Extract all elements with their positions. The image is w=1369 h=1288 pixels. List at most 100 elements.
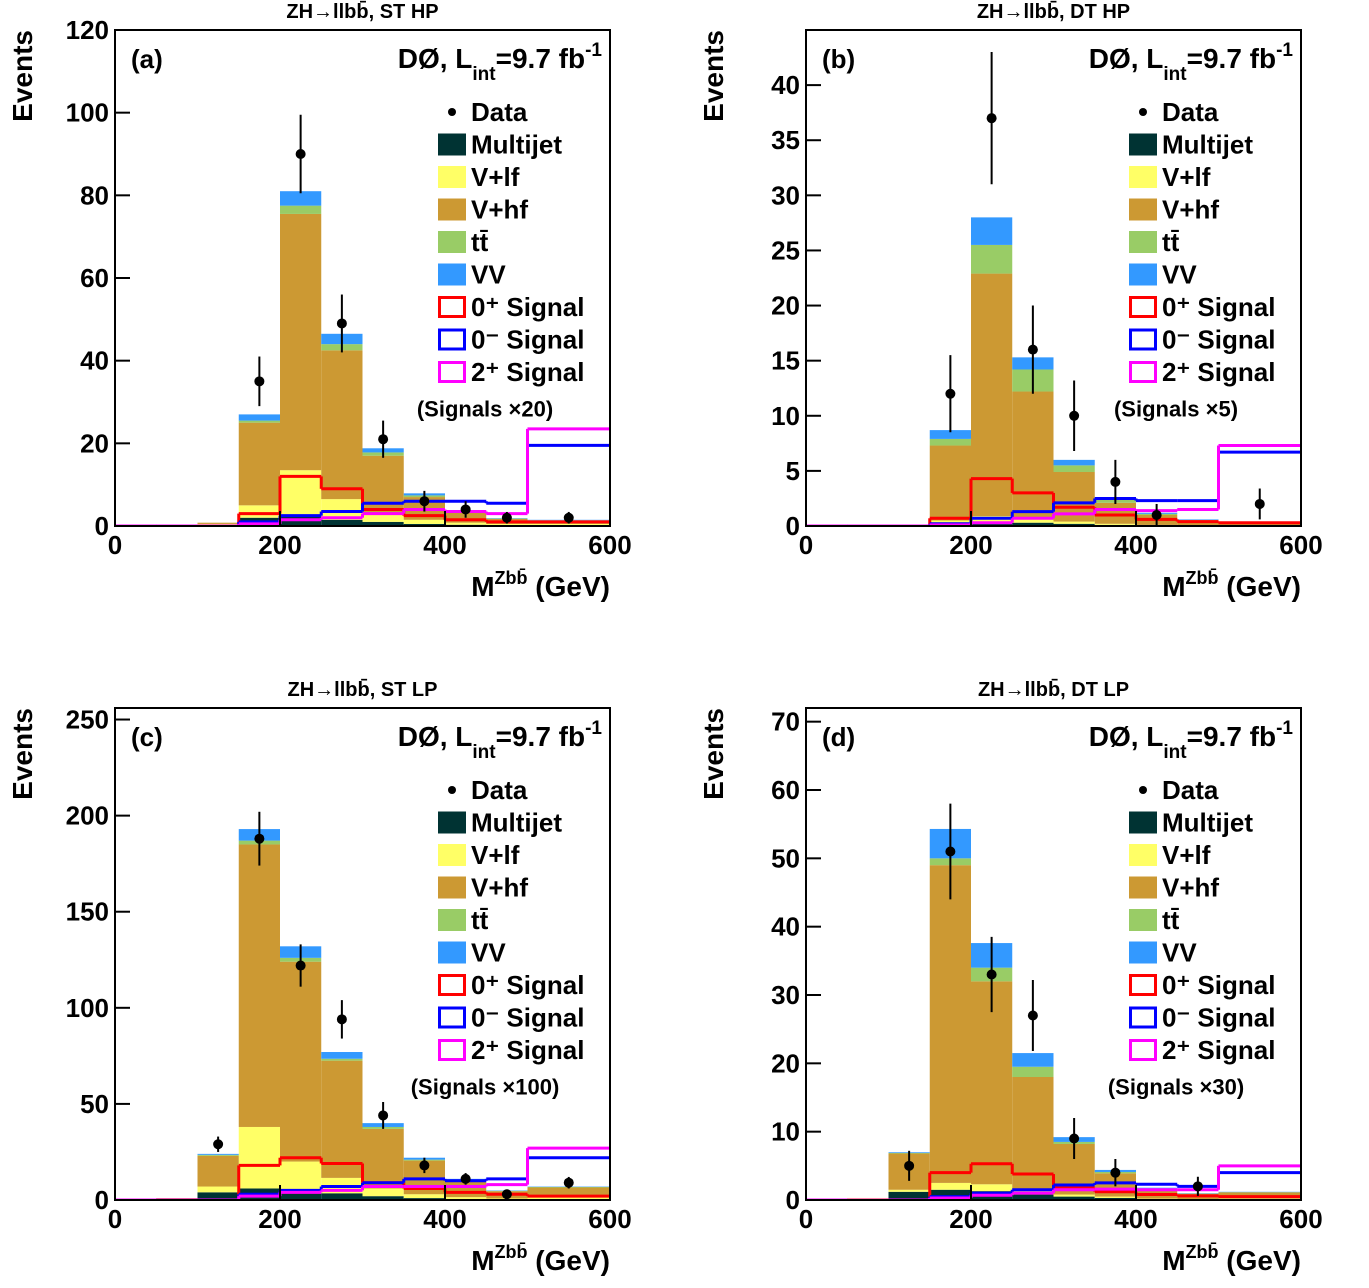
legend-swatch: [440, 1041, 465, 1060]
stack-bar: [486, 524, 527, 525]
panel-label: (a): [131, 44, 163, 74]
stack-bar: [971, 217, 1012, 245]
stack-bar: [889, 1190, 930, 1192]
data-point: [502, 513, 512, 523]
x-tick-label: 400: [423, 530, 466, 560]
signal-scale-note: (Signals ×30): [1108, 1075, 1244, 1100]
legend-swatch: [1129, 134, 1157, 156]
stack-bar: [404, 1194, 445, 1198]
data-point: [461, 1174, 471, 1184]
legend-swatch: [438, 812, 466, 834]
stack-bar: [198, 1156, 239, 1187]
legend-label: 0⁻ Signal: [1162, 325, 1275, 355]
stack-bar: [1054, 460, 1095, 466]
legend-label: V+hf: [471, 195, 528, 225]
legend-swatch: [1131, 976, 1156, 995]
x-tick-label: 0: [799, 1204, 813, 1234]
legend-label: Data: [1162, 775, 1219, 805]
data-point: [502, 1189, 512, 1199]
legend-marker: [1139, 786, 1147, 794]
y-tick-label: 25: [771, 235, 800, 265]
stack-bar: [321, 1061, 362, 1178]
legend-swatch: [438, 844, 466, 866]
legend-label: 2⁺ Signal: [1162, 1035, 1275, 1065]
stack-bar: [1095, 503, 1136, 524]
legend-swatch: [1129, 264, 1157, 286]
legend-swatch: [440, 298, 465, 317]
y-tick-label: 50: [771, 843, 800, 873]
stack-bar: [445, 523, 486, 525]
data-point: [945, 847, 955, 857]
stack-bar: [1054, 465, 1095, 472]
legend-swatch: [1129, 942, 1157, 964]
legend-swatch: [1131, 1008, 1156, 1027]
stack-bar: [239, 505, 280, 517]
lumi-value: =9.7 fb: [1187, 43, 1276, 74]
y-tick-label: 30: [771, 180, 800, 210]
lumi-sup: -1: [585, 40, 602, 61]
stack-bar: [198, 1154, 239, 1155]
legend-swatch: [1129, 231, 1157, 253]
stack-bar: [363, 456, 404, 514]
data-point: [1152, 510, 1162, 520]
legend-label: Data: [1162, 97, 1219, 127]
x-tick-label: 400: [423, 1204, 466, 1234]
lumi-sup: -1: [1276, 40, 1293, 61]
lumi-sub: int: [1163, 64, 1187, 85]
x-label-unit: (GeV): [1219, 1245, 1301, 1276]
stack-bar: [1054, 522, 1095, 524]
legend-swatch: [1131, 330, 1156, 349]
y-axis-label: Events: [698, 708, 729, 800]
lumi-sub: int: [1163, 742, 1187, 763]
x-axis-label: MZbb̄ (GeV): [1162, 1242, 1301, 1276]
legend-swatch: [1131, 363, 1156, 382]
data-point: [1069, 411, 1079, 421]
legend-label: 0⁺ Signal: [1162, 970, 1275, 1000]
x-label-unit: (GeV): [1219, 571, 1301, 602]
stack-bar: [280, 191, 321, 205]
y-axis-label: Events: [698, 30, 729, 122]
legend-label: Data: [471, 97, 528, 127]
stack-bar: [1012, 1067, 1053, 1077]
stack-bar: [239, 423, 280, 506]
stack-bar: [239, 1127, 280, 1189]
lumi-main: DØ, L: [1089, 721, 1164, 752]
legend-marker: [1139, 108, 1147, 116]
legend-swatch: [1129, 909, 1157, 931]
data-point: [419, 496, 429, 506]
stack-bar: [280, 1162, 321, 1191]
legend-label: 2⁺ Signal: [1162, 357, 1275, 387]
data-point: [564, 1178, 574, 1188]
x-label-sup: Zbb̄: [495, 568, 528, 588]
data-point: [254, 376, 264, 386]
y-tick-label: 60: [771, 775, 800, 805]
lumi-label: DØ, Lint=9.7 fb-1: [1089, 40, 1294, 85]
y-tick-label: 35: [771, 125, 800, 155]
legend-swatch: [438, 166, 466, 188]
stack-bar: [239, 421, 280, 423]
legend-label: tt̄: [471, 905, 489, 935]
x-tick-label: 200: [258, 530, 301, 560]
stack-bar: [971, 1184, 1012, 1191]
data-point: [987, 970, 997, 980]
y-tick-label: 250: [66, 705, 109, 735]
legend-label: VV: [471, 938, 506, 968]
stack-bar: [321, 1059, 362, 1061]
data-point: [337, 1014, 347, 1024]
legend-label: 0⁻ Signal: [471, 325, 584, 355]
legend-swatch: [438, 134, 466, 156]
stack-bar: [930, 439, 971, 446]
y-tick-label: 120: [66, 15, 109, 45]
stack-bar: [1012, 1053, 1053, 1067]
legend-label: VV: [1162, 260, 1197, 290]
y-tick-label: 15: [771, 346, 800, 376]
legend-swatch: [438, 199, 466, 221]
data-point: [254, 834, 264, 844]
legend-label: Multijet: [471, 808, 562, 838]
y-tick-label: 80: [80, 180, 109, 210]
legend-label: Multijet: [1162, 808, 1253, 838]
x-label-main: M: [1162, 571, 1185, 602]
